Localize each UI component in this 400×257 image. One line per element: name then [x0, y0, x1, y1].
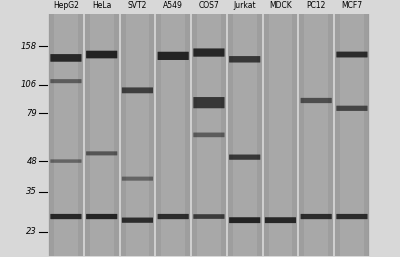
FancyBboxPatch shape — [122, 217, 153, 223]
FancyBboxPatch shape — [300, 214, 332, 219]
FancyBboxPatch shape — [229, 154, 260, 160]
Bar — [156, 14, 161, 256]
Bar — [328, 14, 333, 256]
Text: PC12: PC12 — [306, 1, 326, 10]
Bar — [335, 14, 340, 256]
Bar — [264, 14, 269, 256]
FancyBboxPatch shape — [158, 52, 189, 60]
Bar — [85, 14, 118, 256]
Bar — [78, 14, 83, 256]
FancyBboxPatch shape — [86, 214, 117, 219]
FancyBboxPatch shape — [265, 217, 296, 223]
Bar — [264, 14, 297, 256]
Text: HepG2: HepG2 — [53, 1, 79, 10]
FancyBboxPatch shape — [193, 214, 224, 219]
FancyBboxPatch shape — [158, 214, 189, 219]
Bar — [192, 14, 226, 256]
Bar — [120, 14, 154, 256]
FancyBboxPatch shape — [193, 48, 224, 57]
FancyBboxPatch shape — [336, 106, 368, 111]
FancyBboxPatch shape — [122, 87, 153, 93]
FancyBboxPatch shape — [86, 151, 117, 155]
Bar — [114, 14, 118, 256]
Text: 23: 23 — [26, 227, 37, 236]
Text: 158: 158 — [21, 42, 37, 51]
Bar — [192, 14, 197, 256]
Bar — [185, 14, 190, 256]
FancyBboxPatch shape — [229, 56, 260, 62]
FancyBboxPatch shape — [50, 79, 82, 83]
Text: 35: 35 — [26, 187, 37, 196]
Bar — [256, 14, 262, 256]
FancyBboxPatch shape — [122, 177, 153, 181]
Bar — [149, 14, 154, 256]
Bar — [49, 14, 83, 256]
Bar — [49, 14, 54, 256]
Text: 48: 48 — [26, 157, 37, 166]
Text: 79: 79 — [26, 108, 37, 117]
Bar — [364, 14, 369, 256]
Bar — [156, 14, 190, 256]
Text: 106: 106 — [21, 80, 37, 89]
Bar — [120, 14, 126, 256]
FancyBboxPatch shape — [50, 159, 82, 163]
FancyBboxPatch shape — [86, 51, 117, 58]
FancyBboxPatch shape — [336, 214, 368, 219]
Bar — [299, 14, 304, 256]
Bar — [228, 14, 262, 256]
FancyBboxPatch shape — [193, 133, 224, 137]
Bar — [85, 14, 90, 256]
Text: MDCK: MDCK — [269, 1, 292, 10]
FancyBboxPatch shape — [50, 54, 82, 62]
Text: SVT2: SVT2 — [128, 1, 147, 10]
Bar — [228, 14, 233, 256]
FancyBboxPatch shape — [50, 214, 82, 219]
FancyBboxPatch shape — [336, 52, 368, 58]
FancyBboxPatch shape — [193, 97, 224, 108]
Bar — [292, 14, 297, 256]
Bar — [299, 14, 333, 256]
Text: A549: A549 — [163, 1, 183, 10]
Bar — [221, 14, 226, 256]
FancyBboxPatch shape — [229, 217, 260, 223]
Text: HeLa: HeLa — [92, 1, 111, 10]
Bar — [335, 14, 369, 256]
Text: Jurkat: Jurkat — [233, 1, 256, 10]
Text: COS7: COS7 — [198, 1, 219, 10]
FancyBboxPatch shape — [300, 98, 332, 103]
Text: MCF7: MCF7 — [341, 1, 362, 10]
